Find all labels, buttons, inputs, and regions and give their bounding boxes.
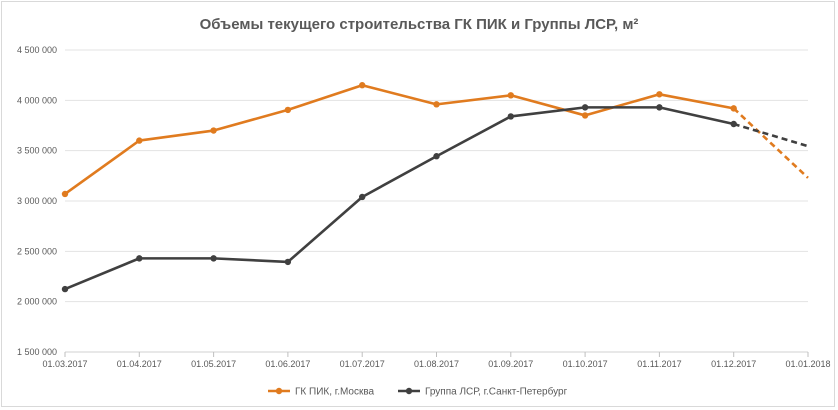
x-tick-label: 01.06.2017 [265,359,310,369]
y-tick-label: 3 500 000 [17,146,57,156]
x-tick-label: 01.09.2017 [488,359,533,369]
data-point [730,120,737,128]
data-point [359,82,366,89]
x-tick-label: 01.12.2017 [711,359,756,369]
series-line-dashed [732,107,809,179]
x-tick-label: 01.04.2017 [117,359,162,369]
data-point [656,104,663,111]
x-tick-label: 01.08.2017 [414,359,459,369]
legend-item-2: Группа ЛСР, г.Санкт-Петербург [398,386,568,398]
data-point [284,106,292,114]
data-point [581,104,589,111]
x-tick-label: 01.07.2017 [340,359,385,369]
x-axis-ticks: 01.03.2017 01.04.2017 01.05.2017 01.06.2017… [42,352,831,369]
data-point [507,92,514,99]
legend-label: ГК ПИК, г.Москва [295,387,375,398]
data-point [61,285,69,293]
y-tick-label: 4 500 000 [17,45,57,55]
data-point [507,113,514,120]
data-point [581,112,589,119]
legend-item-1: ГК ПИК, г.Москва [268,387,375,398]
y-tick-label: 2 000 000 [17,297,57,307]
x-tick-label: 01.01.2018 [785,359,830,369]
series-1 [61,82,809,198]
data-point [730,105,737,112]
y-axis-ticks: 1 500 000 2 000 000 2 500 000 3 000 000 3 50… [17,45,57,357]
series-line-solid [63,106,736,291]
series-line-dashed [733,122,809,148]
series-lines [61,82,809,293]
data-point [433,153,440,160]
series-line-solid [63,83,736,196]
x-tick-label: 01.05.2017 [191,359,236,369]
y-tick-label: 3 000 000 [17,196,57,206]
y-tick-label: 2 500 000 [17,246,57,256]
data-point [210,127,217,134]
legend-label: Группа ЛСР, г.Санкт-Петербург [425,386,568,398]
legend-swatch-marker [275,387,283,395]
x-tick-label: 01.03.2017 [42,359,87,369]
data-point [136,137,143,144]
x-tick-label: 01.11.2017 [637,359,681,369]
data-point [284,258,292,266]
data-point [136,255,143,262]
x-tick-label: 01.10.2017 [563,359,608,369]
data-point [433,101,440,108]
data-point [61,190,69,198]
y-tick-label: 1 500 000 [17,347,57,357]
legend: ГК ПИК, г.Москва Группа ЛСР, г.Санкт-Пете… [268,386,568,398]
chart-title: Объемы текущего строительства ГК ПИК и Г… [200,16,639,33]
series-2 [61,104,809,293]
data-point [210,255,217,262]
y-tick-label: 4 000 000 [17,95,57,105]
data-point [656,91,663,98]
gridlines [65,49,808,353]
legend-swatch-marker [405,387,413,395]
data-point [359,193,366,201]
